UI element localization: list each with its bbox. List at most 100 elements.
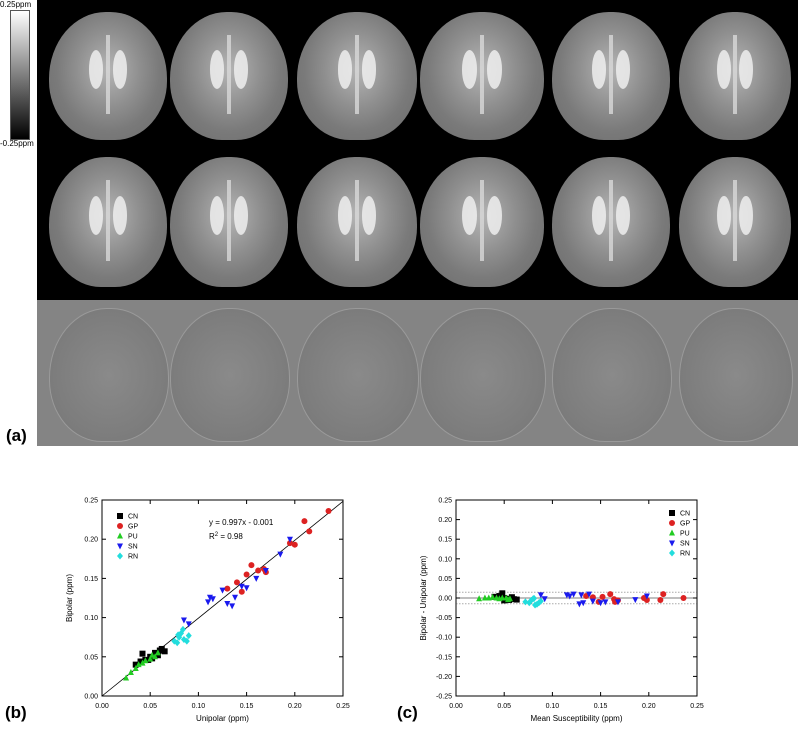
- data-point: [152, 653, 159, 660]
- qsm-brain-slice: [170, 157, 288, 287]
- data-point: [127, 668, 134, 675]
- legend-marker: [117, 532, 123, 539]
- data-point: [586, 591, 593, 598]
- series-sn: [537, 591, 650, 608]
- data-point: [325, 507, 332, 514]
- x-axis-label: Unipolar (ppm): [196, 714, 249, 723]
- data-point: [135, 661, 142, 668]
- data-point: [147, 655, 154, 662]
- data-point: [643, 593, 650, 600]
- data-point: [535, 599, 542, 607]
- y-tick-label: 0.05: [438, 576, 452, 583]
- panel-label-c: (c): [397, 703, 418, 722]
- legend-marker: [669, 540, 675, 547]
- y-tick-label: 0.00: [438, 596, 452, 603]
- plot-frame: [101, 499, 344, 697]
- data-point: [219, 587, 226, 594]
- data-point: [137, 658, 144, 665]
- data-point: [149, 655, 156, 662]
- legend-marker: [117, 543, 123, 550]
- data-point: [132, 665, 139, 672]
- chart-c: 0.00 0.05 0.10 0.15 0.20 0.25 0.25 0.20 0.15 0.10…: [419, 498, 704, 724]
- x-tick-label: 0.05: [497, 703, 511, 710]
- legend-label: SN: [128, 544, 138, 551]
- data-point: [632, 597, 639, 604]
- x-tick-label: 0.05: [143, 703, 157, 710]
- x-tick-label: 0.25: [690, 703, 704, 710]
- data-point: [277, 551, 284, 558]
- x-tick-label: 0.20: [642, 703, 656, 710]
- data-point: [224, 585, 231, 592]
- legend-marker: [669, 529, 675, 536]
- legend-label: GP: [680, 521, 690, 528]
- data-point: [206, 594, 213, 601]
- data-point: [680, 595, 687, 601]
- data-point: [533, 600, 540, 608]
- y-axis-label: Bipolar - Unipolar (ppm): [419, 555, 428, 640]
- legend-label: RN: [128, 554, 138, 561]
- x-tick-label: 0.15: [594, 703, 608, 710]
- data-point: [286, 540, 293, 547]
- data-point: [660, 591, 667, 598]
- data-point: [528, 596, 535, 604]
- data-point: [566, 593, 573, 600]
- data-point: [657, 596, 664, 603]
- series-pu: [123, 649, 161, 681]
- difference-brain-slice: [679, 308, 793, 442]
- data-point: [286, 536, 293, 543]
- y-tick-label: -0.05: [436, 615, 452, 622]
- y-axis-label: Bipolar (ppm): [65, 574, 74, 622]
- data-point: [537, 597, 544, 605]
- data-point: [580, 600, 587, 607]
- data-point: [541, 596, 548, 603]
- data-point: [139, 659, 146, 666]
- difference-brain-slice: [297, 308, 419, 442]
- data-point: [179, 625, 186, 633]
- data-point: [174, 639, 181, 647]
- y-tick-label: 0.10: [84, 615, 98, 622]
- data-point: [602, 599, 609, 606]
- qsm-brain-slice: [297, 157, 417, 287]
- legend-label: GP: [128, 524, 138, 531]
- legend-marker: [669, 510, 675, 516]
- data-point: [238, 583, 245, 590]
- data-point: [491, 593, 498, 600]
- legend-marker: [669, 520, 675, 526]
- data-point: [233, 579, 240, 586]
- data-point: [522, 598, 529, 606]
- x-tick-label: 0.00: [449, 703, 463, 710]
- data-point: [513, 596, 520, 603]
- y-tick-label: -0.10: [436, 635, 452, 642]
- data-point: [301, 518, 308, 525]
- difference-brain-slice: [49, 308, 169, 442]
- data-point: [139, 650, 146, 657]
- panel-label-b: (b): [5, 703, 27, 722]
- data-point: [185, 621, 192, 628]
- colorbar-min-label: -0.25ppm: [0, 139, 34, 148]
- y-tick-label: 0.20: [84, 537, 98, 544]
- data-point: [232, 594, 239, 601]
- qsm-brain-slice: [552, 157, 670, 287]
- qsm-brain-slice: [49, 157, 167, 287]
- series-gp: [224, 507, 332, 595]
- data-point: [578, 592, 585, 599]
- legend-marker: [117, 523, 123, 529]
- y-tick-label: 0.15: [84, 576, 98, 583]
- data-point: [599, 593, 606, 600]
- x-tick-label: 0.00: [95, 703, 109, 710]
- x-tick-label: 0.10: [192, 703, 206, 710]
- data-point: [589, 598, 596, 605]
- y-tick-label: -0.20: [436, 674, 452, 681]
- data-point: [597, 600, 604, 607]
- y-tick-label: 0.25: [438, 498, 452, 505]
- qsm-brain-slice: [679, 12, 791, 140]
- x-tick-label: 0.20: [288, 703, 302, 710]
- fit-equation: y = 0.997x - 0.001: [209, 518, 274, 527]
- data-point: [570, 591, 577, 598]
- data-point: [262, 568, 269, 575]
- qsm-brain-slice: [420, 157, 544, 287]
- difference-brain-slice: [170, 308, 290, 442]
- qsm-brain-slice: [297, 12, 417, 140]
- data-point: [205, 599, 212, 606]
- data-point: [154, 649, 161, 656]
